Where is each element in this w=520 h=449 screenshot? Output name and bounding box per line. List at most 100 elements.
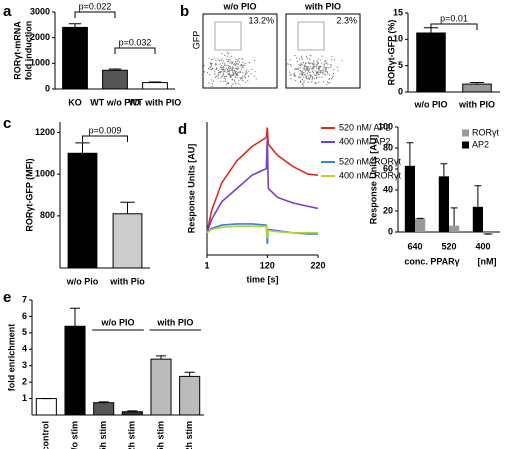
flow-dot	[248, 70, 250, 72]
flow-dot	[325, 62, 327, 64]
flow-dot	[318, 76, 320, 78]
flow-dot	[303, 80, 305, 82]
x-tick-label: 0.5h stim	[155, 421, 165, 449]
flow-dot	[306, 75, 308, 77]
flow-dot	[310, 66, 312, 68]
flow-dot	[298, 77, 300, 79]
flow-dot	[301, 58, 303, 61]
flow-dot	[229, 59, 231, 61]
flow-dot	[213, 57, 215, 59]
flow-dot	[227, 64, 229, 66]
flow-dot	[297, 68, 299, 70]
flow-dot	[326, 66, 328, 68]
flow-dot	[332, 75, 334, 77]
flow-dot	[223, 77, 225, 79]
significance-bracket	[114, 47, 156, 54]
flow-dot	[242, 66, 244, 69]
flow-dot	[312, 72, 314, 74]
flow-dot	[315, 78, 318, 80]
flow-dot	[240, 78, 242, 80]
y-axis-label: Response Units [AU]	[368, 135, 378, 225]
y-axis-label: RORγt-GFP (%)	[386, 20, 396, 86]
flow-dot	[308, 68, 311, 70]
flow-dot	[317, 68, 319, 70]
flow-dot	[317, 72, 319, 74]
annotation: p=0.022	[79, 1, 112, 11]
flow-dot	[228, 74, 230, 76]
series-line	[206, 225, 318, 239]
flow-dot	[308, 61, 310, 63]
flow-dot	[318, 67, 320, 69]
flow-dot	[325, 67, 327, 69]
flow-dot	[239, 61, 241, 63]
flow-dot	[228, 71, 230, 73]
flow-dot	[317, 58, 319, 60]
flow-gate	[297, 21, 325, 51]
error-bar	[68, 23, 82, 28]
flow-dot	[309, 78, 311, 80]
panel-letter: d	[178, 121, 187, 138]
flow-dot	[237, 60, 239, 62]
flow-dot	[210, 64, 213, 66]
series-line	[206, 127, 319, 233]
flow-dot	[217, 77, 219, 79]
flow-dot	[214, 71, 216, 73]
flow-dot	[337, 70, 339, 72]
flow-dot	[302, 83, 304, 85]
flow-dot	[329, 74, 331, 76]
flow-dot	[318, 65, 320, 67]
y-tick-label: 2	[22, 377, 27, 387]
flow-dot	[324, 67, 326, 69]
flow-dot	[314, 74, 316, 76]
flow-dot	[228, 72, 230, 74]
flow-dot	[215, 64, 217, 66]
gate-percent: 13.2%	[248, 15, 274, 25]
flow-dot	[325, 68, 327, 70]
flow-dot	[321, 62, 323, 64]
flow-dot	[302, 70, 304, 72]
bar	[93, 402, 115, 416]
flow-dot	[309, 76, 311, 78]
flow-dot	[295, 75, 297, 77]
flow-dot	[312, 63, 314, 65]
flow-dot	[209, 62, 211, 64]
flow-dot	[229, 65, 231, 68]
bar	[150, 358, 172, 416]
flow-dot	[209, 74, 211, 76]
flow-dot	[222, 69, 224, 71]
x-axis-label: [nM]	[478, 256, 497, 266]
flow-dot	[224, 71, 226, 73]
y-tick-label: 3000	[30, 6, 50, 16]
flow-dot	[298, 64, 300, 66]
flow-dot	[321, 72, 324, 74]
panel-letter: c	[3, 115, 11, 132]
flow-dot	[307, 67, 309, 70]
flow-dot	[208, 82, 210, 84]
y-tick-label: 1	[22, 393, 27, 403]
y-tick-label: 1000	[35, 169, 55, 179]
flow-dot	[250, 73, 252, 75]
bar	[462, 83, 492, 93]
y-tick-label: 40	[383, 184, 393, 194]
flow-dot	[317, 61, 319, 63]
flow-dot	[305, 56, 308, 58]
flow-dot	[313, 74, 316, 76]
legend-label: RORγt	[472, 127, 499, 137]
flow-dot	[316, 60, 318, 62]
flow-dot	[221, 53, 223, 55]
x-tick-label: 120	[260, 260, 275, 270]
flow-dot	[222, 71, 224, 73]
flow-dot	[307, 75, 309, 77]
bar	[102, 69, 128, 90]
flow-dot	[312, 66, 314, 68]
flow-dot	[322, 69, 324, 71]
flow-dot	[341, 60, 343, 62]
flow-dot	[295, 68, 297, 70]
y-tick-label: 0	[45, 83, 50, 93]
flow-dot	[234, 76, 236, 78]
flow-dot	[306, 66, 308, 68]
bar	[416, 32, 446, 93]
flow-dot	[328, 82, 331, 84]
bar	[67, 152, 98, 269]
